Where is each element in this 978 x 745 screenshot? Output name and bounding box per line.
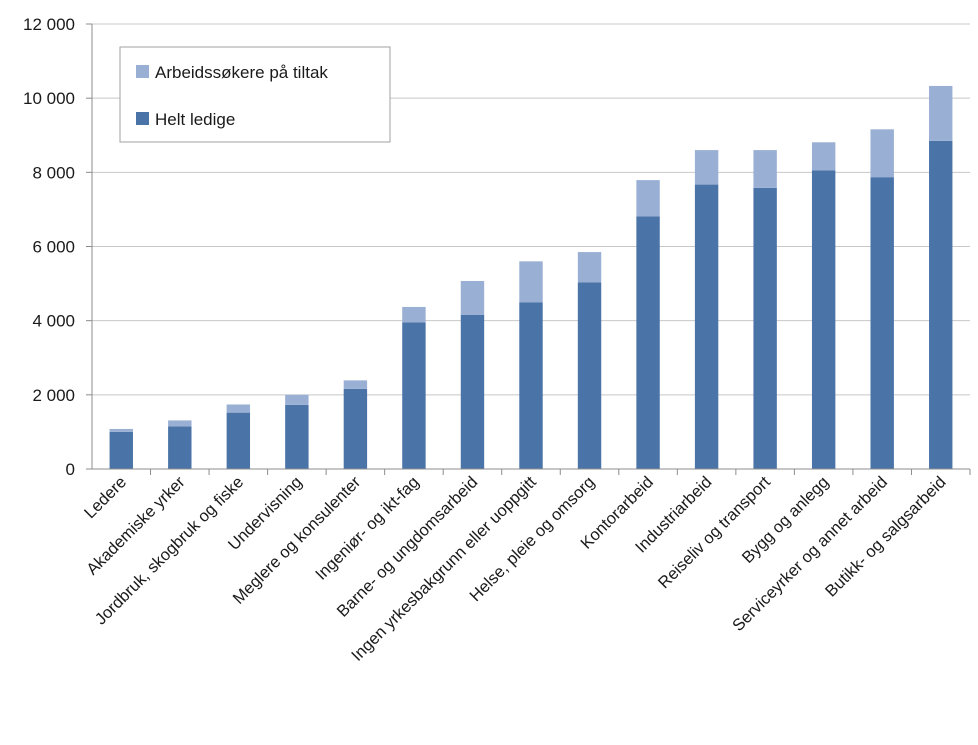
- bar-helt-ledige: [168, 426, 192, 469]
- bar-arbeidssokere-pa-tiltak: [402, 306, 426, 323]
- axes: [91, 24, 971, 475]
- bar-helt-ledige: [870, 177, 894, 469]
- x-tick-label: Reiseliv og transport: [655, 473, 774, 592]
- y-tick-label: 2 000: [32, 386, 75, 405]
- bar-helt-ledige: [343, 388, 368, 469]
- bar-helt-ledige: [460, 314, 485, 469]
- y-tick-label: 6 000: [32, 238, 75, 257]
- bar-arbeidssokere-pa-tiltak: [929, 85, 953, 141]
- bar-helt-ledige: [519, 302, 543, 469]
- legend: Arbeidssøkere på tiltak Helt ledige: [119, 46, 391, 143]
- y-tick-label: 10 000: [23, 89, 75, 108]
- bar-helt-ledige: [694, 184, 719, 469]
- bar-arbeidssokere-pa-tiltak: [811, 142, 836, 171]
- bar-helt-ledige: [285, 404, 309, 469]
- bar-helt-ledige: [636, 216, 660, 469]
- x-tick-label: Ledere: [81, 473, 130, 522]
- bar-arbeidssokere-pa-tiltak: [519, 261, 543, 303]
- y-tick-label: 4 000: [32, 312, 75, 331]
- legend-swatch-arbeidssokere: [136, 65, 149, 78]
- x-tick-label: Butikk- og salgsarbeid: [822, 473, 950, 601]
- bar-helt-ledige: [929, 140, 953, 469]
- bar-arbeidssokere-pa-tiltak: [577, 252, 602, 283]
- bar-helt-ledige: [753, 187, 777, 470]
- bar-helt-ledige: [577, 282, 602, 469]
- bar-arbeidssokere-pa-tiltak: [753, 150, 777, 188]
- bar-arbeidssokere-pa-tiltak: [226, 404, 251, 413]
- bar-helt-ledige: [226, 412, 251, 469]
- bar-arbeidssokere-pa-tiltak: [168, 420, 192, 427]
- legend-label-arbeidssokere: Arbeidssøkere på tiltak: [155, 63, 328, 82]
- y-axis-ticks: 0 2 000 4 000 6 000 8 000 10 000 12 000: [23, 15, 92, 479]
- bar-helt-ledige: [402, 322, 426, 469]
- bar-arbeidssokere-pa-tiltak: [285, 394, 309, 405]
- bar-arbeidssokere-pa-tiltak: [343, 380, 368, 389]
- bar-arbeidssokere-pa-tiltak: [636, 180, 660, 217]
- bar-helt-ledige: [109, 431, 133, 469]
- x-tick-label: Akademiske yrker: [83, 473, 189, 579]
- legend-box: [119, 46, 391, 143]
- x-tick-label: Ingeniør- og ikt-fag: [312, 473, 423, 584]
- y-tick-label: 12 000: [23, 15, 75, 34]
- legend-swatch-helt-ledige: [136, 112, 149, 125]
- bar-arbeidssokere-pa-tiltak: [870, 129, 894, 178]
- bar-arbeidssokere-pa-tiltak: [694, 150, 719, 185]
- legend-label-helt-ledige: Helt ledige: [155, 110, 235, 129]
- bar-arbeidssokere-pa-tiltak: [109, 428, 133, 432]
- bars: [109, 85, 953, 470]
- bar-helt-ledige: [811, 170, 836, 469]
- bar-arbeidssokere-pa-tiltak: [460, 280, 485, 315]
- y-tick-label: 8 000: [32, 163, 75, 182]
- y-tick-label: 0: [66, 460, 75, 479]
